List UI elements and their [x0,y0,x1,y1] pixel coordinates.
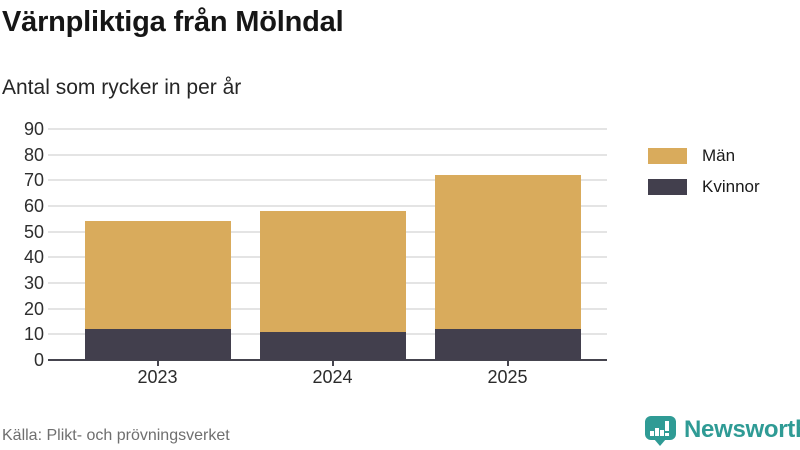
bar-segment-kvinnor-2025 [434,329,581,360]
bar-segment-män-2025 [434,175,581,330]
y-axis-tick-label: 0 [33,350,44,370]
legend: Män Kvinnor [648,146,760,197]
stacked-bar-2023 [84,221,231,360]
stacked-bar-2025 [434,175,581,360]
gridline [48,205,607,207]
legend-label: Män [702,146,736,165]
x-axis-line [48,359,607,361]
x-axis-tick-label: 2024 [312,367,353,387]
bar-segment-kvinnor-2023 [84,329,231,360]
x-axis-tick-label: 2025 [487,367,528,387]
legend-swatch [648,148,687,164]
legend-item-män: Män [648,146,760,166]
y-axis-tick-label: 40 [23,247,44,268]
gridline [48,128,607,130]
y-axis-tick-label: 10 [23,324,44,345]
newsworthy-bubble-icon [645,416,676,446]
bar-segment-män-2023 [84,221,231,330]
bar-chart-icon [650,420,671,436]
y-axis-tick-label: 20 [23,298,44,319]
x-axis-tick [506,360,509,366]
bubble-pointer [654,439,666,446]
brand-logo: Newsworthy [645,416,800,446]
source-note: Källa: Plikt- och prövningsverket [2,427,230,444]
chart-title: Värnpliktiga från Mölndal [2,6,344,38]
legend-label: Kvinnor [702,177,760,196]
bar-segment-män-2024 [259,211,406,332]
y-axis-tick-label: 80 [23,144,44,165]
y-axis-tick-label: 90 [23,119,44,139]
stacked-bar-2024 [259,211,406,360]
y-axis-tick-label: 60 [23,196,44,216]
x-axis-tick [331,360,334,366]
x-axis-tick-label: 2023 [137,367,178,387]
plot-area [48,128,607,366]
bar-segment-kvinnor-2024 [259,331,406,360]
chart-subtitle: Antal som rycker in per år [2,76,242,99]
brand-wordmark: Newsworthy [684,416,800,443]
y-axis-tick-label: 30 [23,273,44,293]
gridline [48,153,607,156]
legend-swatch [648,179,687,195]
x-axis-tick [156,360,159,366]
gridline [48,179,607,182]
y-axis-tick-label: 50 [23,221,44,242]
legend-item-kvinnor: Kvinnor [648,177,760,197]
y-axis-tick-label: 70 [23,170,44,191]
